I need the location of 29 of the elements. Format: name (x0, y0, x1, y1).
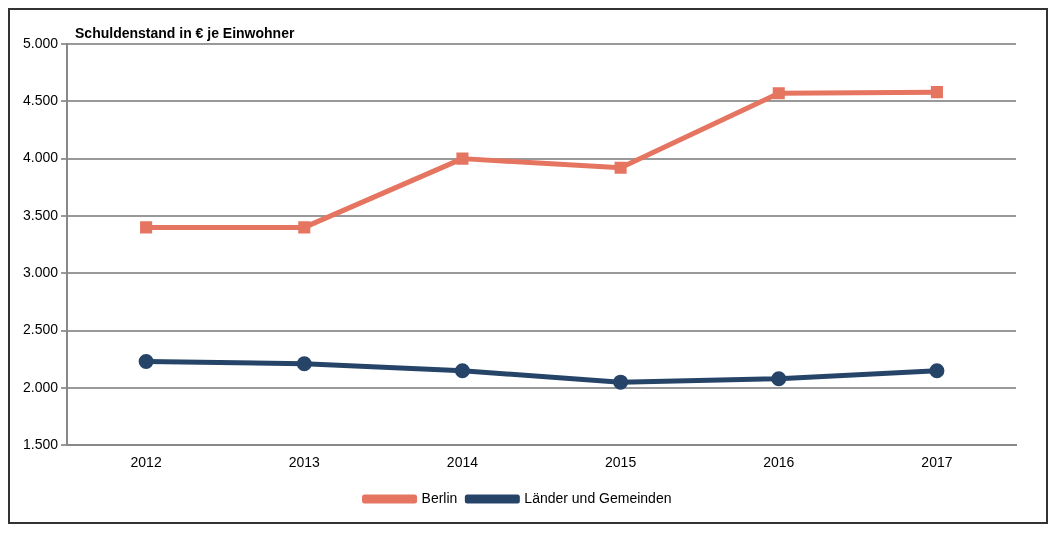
x-tick-label: 2014 (446, 454, 479, 471)
point (771, 371, 787, 387)
point (298, 221, 311, 234)
x-tick-label: 2013 (288, 454, 321, 471)
point (930, 86, 943, 99)
point (614, 161, 627, 174)
y-axis-title: Schuldenstand in € je Einwohner (75, 24, 295, 41)
point (140, 221, 153, 234)
point (454, 363, 470, 379)
point (929, 363, 945, 379)
y-tick-label: 3.500 (22, 206, 59, 223)
point (296, 356, 312, 372)
y-tick-label: 4.000 (22, 149, 59, 166)
y-tick-label: 4.500 (22, 92, 59, 109)
y-tick-label: 1.500 (22, 436, 59, 453)
y-tick-label: 2.000 (22, 378, 59, 395)
x-tick-label: 2012 (130, 454, 162, 471)
y-tick-label: 3.000 (22, 264, 59, 281)
x-tick-label: 2017 (921, 454, 953, 471)
legend-label: Berlin (421, 489, 458, 506)
legend-label: Länder und Gemeinden (524, 489, 672, 506)
point (138, 354, 154, 370)
point (613, 374, 629, 390)
y-tick-label: 2.500 (22, 321, 59, 338)
y-tick-label: 5.000 (22, 34, 59, 51)
x-tick-label: 2015 (605, 454, 637, 471)
point (456, 152, 469, 165)
x-tick-label: 2016 (763, 454, 795, 471)
point (772, 87, 785, 100)
